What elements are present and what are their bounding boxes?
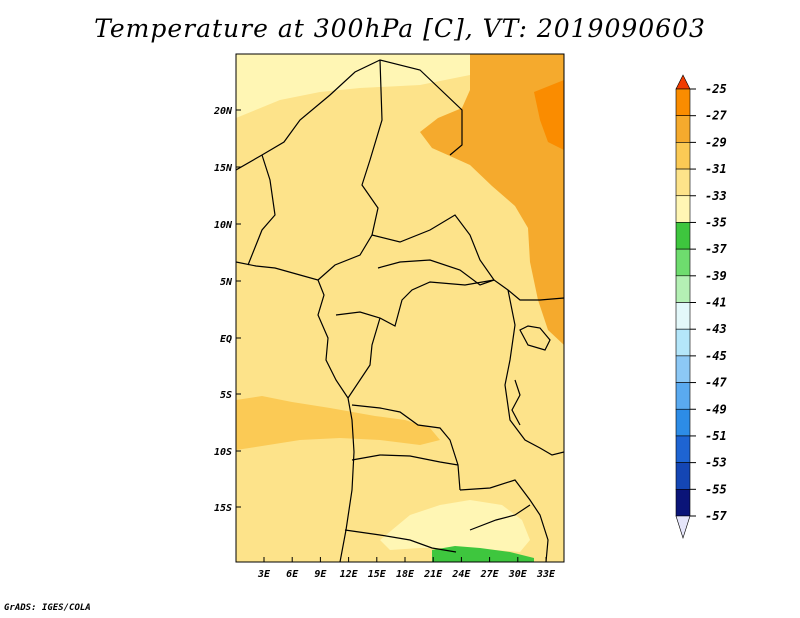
border-south-1 bbox=[351, 404, 461, 491]
colorbar-label: -53 bbox=[705, 456, 727, 470]
colorbar-overflow bbox=[675, 515, 691, 539]
border-congo-west bbox=[347, 317, 381, 399]
colorbar-swatch bbox=[675, 302, 691, 330]
region-south-edge bbox=[432, 546, 534, 562]
colorbar-label: -51 bbox=[705, 429, 727, 443]
colorbar-label: -39 bbox=[705, 269, 727, 283]
region-south-tip bbox=[380, 500, 530, 552]
lat-label: 10N bbox=[214, 220, 233, 231]
colorbar-label: -55 bbox=[705, 482, 727, 496]
colorbar-label: -41 bbox=[705, 296, 727, 310]
colorbar-swatch bbox=[675, 248, 691, 277]
colorbar-swatch bbox=[675, 195, 691, 223]
latitude-axis: 20N 15N 10N 5N EQ 5S 10S 15S bbox=[213, 106, 241, 514]
colorbar-label: -37 bbox=[705, 242, 727, 256]
lon-label: 18E bbox=[396, 569, 415, 580]
colorbar-label: -27 bbox=[705, 109, 727, 123]
border-south-5 bbox=[469, 504, 531, 531]
grads-credit: GrADS: IGES/COLA bbox=[4, 603, 91, 613]
border-central bbox=[371, 214, 564, 301]
colorbar-label: -47 bbox=[705, 376, 727, 390]
lon-label: 27E bbox=[480, 569, 500, 580]
colorbar-label: -45 bbox=[705, 349, 727, 363]
border-south-2 bbox=[351, 454, 459, 466]
colorbar-swatch bbox=[675, 408, 691, 437]
lon-label: 33E bbox=[536, 569, 556, 580]
colorbar-swatch bbox=[675, 435, 691, 463]
colorbar-swatch bbox=[675, 142, 691, 170]
colorbar-label: -29 bbox=[705, 135, 727, 149]
colorbar-swatch bbox=[675, 168, 691, 197]
lon-label: 30E bbox=[508, 569, 528, 580]
lat-label: EQ bbox=[220, 334, 232, 345]
colorbar-swatch bbox=[675, 489, 691, 517]
colorbar-label: -31 bbox=[705, 162, 727, 176]
region-southwest-band bbox=[236, 396, 440, 450]
border-lake bbox=[519, 325, 551, 351]
region-northwest bbox=[236, 54, 470, 118]
region-northeast-core bbox=[534, 80, 564, 150]
border-lake-east bbox=[511, 379, 521, 426]
colorbar-swatch bbox=[675, 88, 691, 116]
region-northeast bbox=[420, 54, 564, 345]
colorbar-label: -57 bbox=[705, 509, 727, 523]
lat-label: 5N bbox=[220, 277, 233, 288]
colorbar-swatch bbox=[675, 355, 691, 383]
lat-label: 15S bbox=[214, 503, 232, 514]
lon-label: 15E bbox=[368, 569, 387, 580]
lon-label: 3E bbox=[257, 569, 271, 580]
colorbar-swatch bbox=[675, 462, 691, 490]
lat-label: 15N bbox=[214, 163, 233, 174]
lon-label: 9E bbox=[314, 569, 327, 580]
border-west-south bbox=[247, 154, 276, 266]
colorbar-label: -25 bbox=[705, 82, 727, 96]
colorbar-label: -43 bbox=[705, 322, 727, 336]
colorbar: -25 -27 -29 -31 -33 -35 -37 -39 -41 -43 -45 -47 -49 -… bbox=[675, 74, 727, 539]
coastline bbox=[236, 261, 355, 562]
longitude-axis: 3E 6E 9E 12E 15E 18E 21E 24E 27E 30E 33E bbox=[257, 557, 556, 580]
colorbar-label: -33 bbox=[705, 189, 727, 203]
border-south-3 bbox=[459, 479, 549, 562]
lon-label: 6E bbox=[286, 569, 299, 580]
colorbar-label: -35 bbox=[705, 215, 727, 229]
map-title: Temperature at 300hPa [C], VT: 201909060… bbox=[94, 14, 706, 43]
country-borders bbox=[236, 59, 564, 562]
colorbar-swatch bbox=[675, 275, 691, 303]
lon-label: 12E bbox=[340, 569, 359, 580]
lon-label: 24E bbox=[451, 569, 471, 580]
border-east bbox=[504, 289, 564, 456]
colorbar-swatch bbox=[675, 115, 691, 143]
lat-label: 10S bbox=[214, 447, 232, 458]
lat-label: 5S bbox=[220, 390, 232, 401]
colorbar-swatch bbox=[675, 74, 691, 90]
border-congo bbox=[335, 279, 495, 327]
colorbar-swatch bbox=[675, 222, 691, 250]
colorbar-label: -49 bbox=[705, 402, 727, 416]
colorbar-swatch bbox=[675, 382, 691, 410]
lat-label: 20N bbox=[213, 106, 233, 117]
border-mid-north bbox=[317, 59, 383, 281]
border-central-lower bbox=[377, 259, 495, 286]
colorbar-swatch bbox=[675, 328, 691, 357]
plot-frame bbox=[235, 53, 565, 563]
lon-label: 21E bbox=[423, 569, 443, 580]
border-south-4 bbox=[344, 529, 457, 553]
border-west-north bbox=[236, 59, 463, 171]
